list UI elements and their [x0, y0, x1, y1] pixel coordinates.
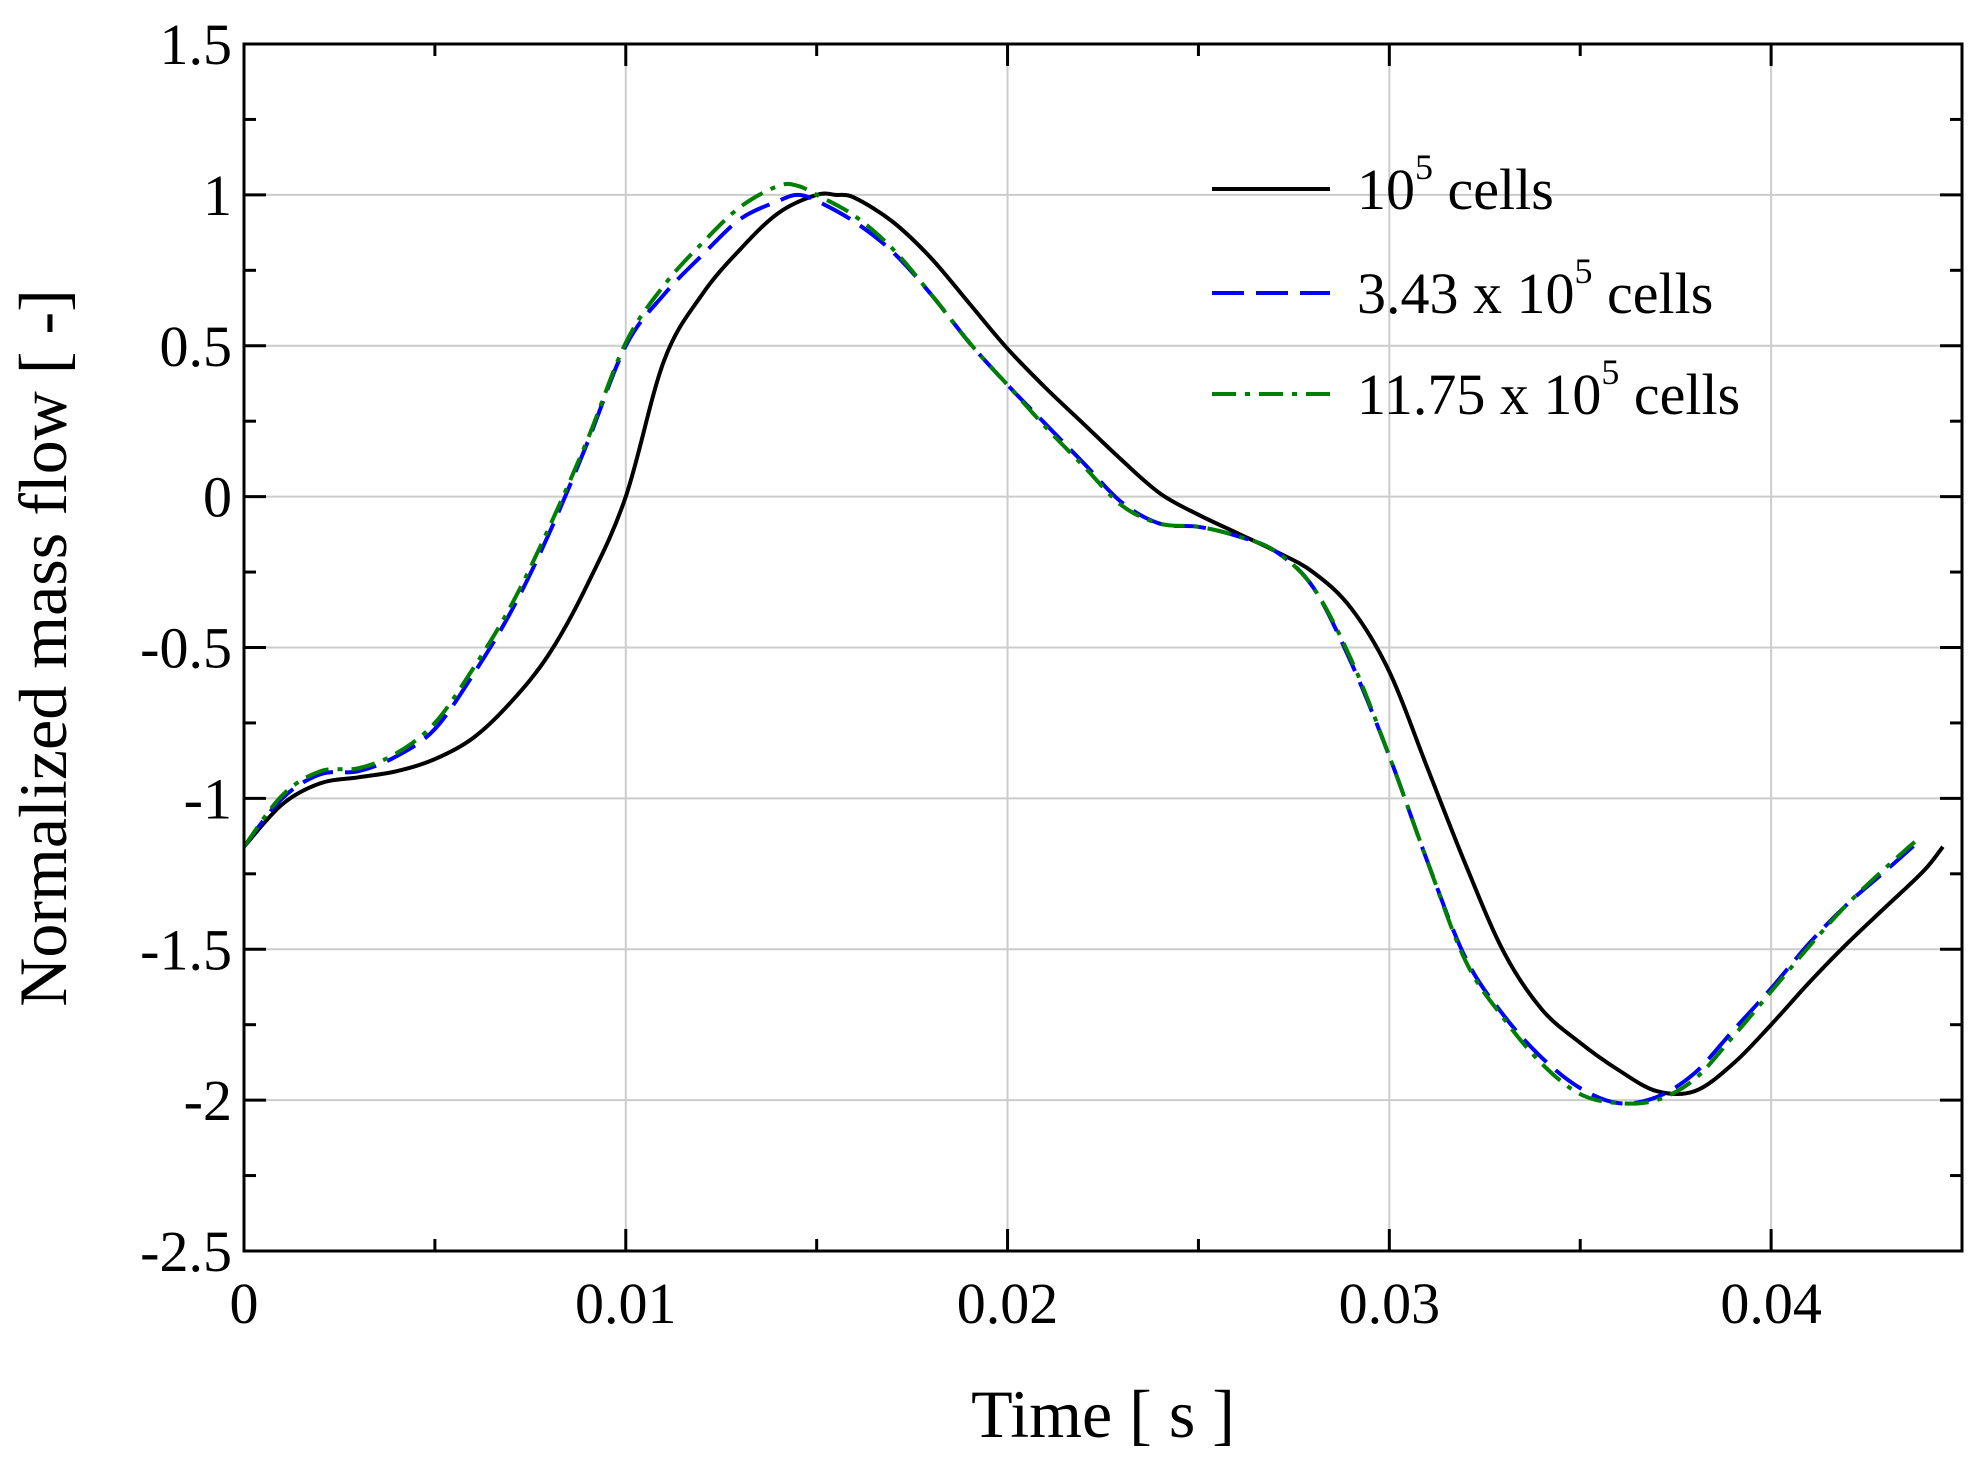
- legend-label-main: 10: [1357, 157, 1415, 222]
- y-tick-label: -1.5: [140, 917, 232, 982]
- legend-label-tail: cells: [1593, 261, 1714, 326]
- y-tick-label: 1.5: [160, 12, 233, 77]
- series-line-2: [242, 192, 1918, 1106]
- legend-label-superscript: 5: [1415, 147, 1433, 187]
- legend-label-1: 105 cells: [1357, 147, 1554, 222]
- y-tick-label: 0.5: [160, 314, 233, 379]
- legend-label-main: 3.43 x 10: [1357, 261, 1575, 326]
- x-tick-label: 0: [230, 1271, 259, 1336]
- series-line-1: [242, 191, 1945, 1097]
- grid-lines: [244, 44, 1962, 1251]
- legend-label-superscript: 5: [1575, 251, 1593, 291]
- x-axis-title: Time [ s ]: [971, 1376, 1235, 1452]
- x-tick-label: 0.01: [575, 1271, 677, 1336]
- y-tick-label: -0.5: [140, 616, 232, 681]
- legend-label-tail: cells: [1433, 157, 1554, 222]
- y-tick-label: -2: [184, 1068, 232, 1133]
- axis-ticks: [242, 42, 1962, 1253]
- y-tick-label: 1: [203, 163, 232, 228]
- y-tick-label: 0: [203, 465, 232, 530]
- y-tick-labels: 1.5 1 0.5 0 -0.5 -1 -1.5 -2 -2.5: [140, 12, 232, 1284]
- series-line-3: [242, 181, 1918, 1106]
- x-tick-label: 0.04: [1720, 1271, 1822, 1336]
- x-tick-label: 0.03: [1339, 1271, 1441, 1336]
- x-tick-labels: 0 0.01 0.02 0.03 0.04: [230, 1271, 1822, 1336]
- legend-label-2: 3.43 x 105 cells: [1357, 251, 1713, 326]
- legend-label-main: 11.75 x 10: [1357, 362, 1601, 427]
- legend-label-tail: cells: [1619, 362, 1740, 427]
- y-tick-label: -2.5: [140, 1219, 232, 1284]
- series-lines: [242, 181, 1945, 1106]
- x-tick-label: 0.02: [957, 1271, 1059, 1336]
- y-axis-title: Normalized mass flow [ -]: [5, 289, 81, 1007]
- y-tick-label: -1: [184, 766, 232, 831]
- legend-label-superscript: 5: [1601, 352, 1619, 392]
- legend-label-3: 11.75 x 105 cells: [1357, 352, 1740, 427]
